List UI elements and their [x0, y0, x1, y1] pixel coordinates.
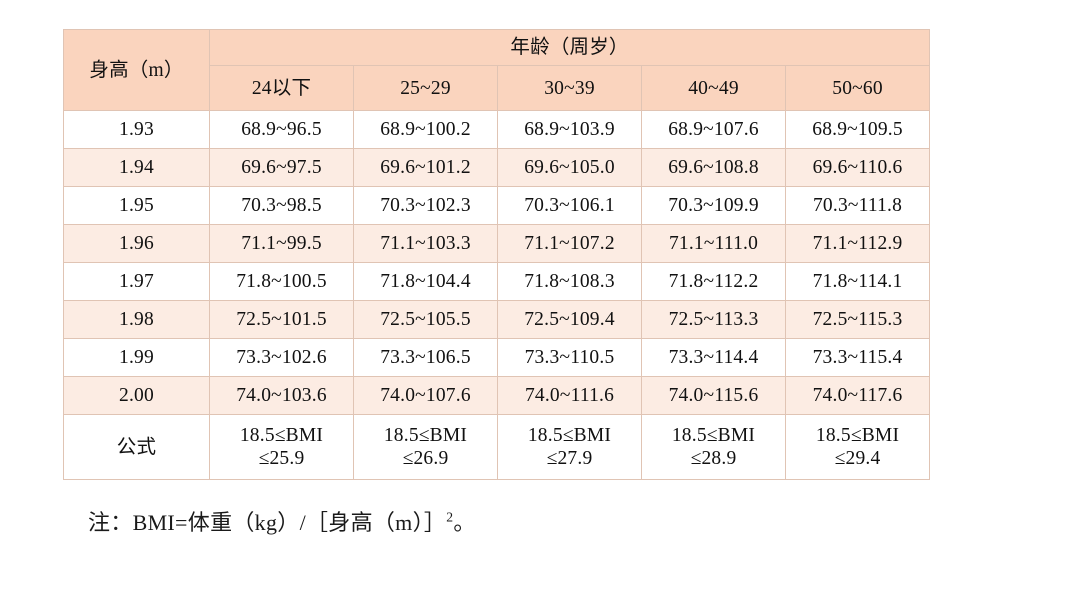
weight-range-cell: 71.1~99.5: [209, 224, 354, 263]
weight-range-cell: 69.6~101.2: [353, 148, 498, 187]
weight-range-cell: 71.1~112.9: [784, 224, 931, 263]
weight-range-cell: 71.8~104.4: [353, 262, 498, 301]
weight-range-cell: 73.3~106.5: [353, 338, 498, 377]
weight-range-cell: 68.9~109.5: [784, 110, 931, 149]
formula-cell: 18.5≤BMI ≤29.4: [784, 414, 931, 480]
weight-range-cell: 71.8~100.5: [209, 262, 354, 301]
weight-range-cell: 74.0~103.6: [209, 376, 354, 415]
row-height-value: 1.97: [63, 262, 210, 301]
row-height-value: 1.94: [63, 148, 210, 187]
weight-range-cell: 72.5~101.5: [209, 300, 354, 339]
table-row: 1.93 68.9~96.5 68.9~100.2 68.9~103.9 68.…: [63, 110, 931, 149]
row-height-value: 1.95: [63, 186, 210, 225]
weight-range-cell: 69.6~105.0: [497, 148, 642, 187]
weight-range-cell: 70.3~102.3: [353, 186, 498, 225]
weight-range-cell: 68.9~103.9: [497, 110, 642, 149]
weight-range-cell: 71.1~103.3: [353, 224, 498, 263]
formula-row: 公式 18.5≤BMI ≤25.9 18.5≤BMI ≤26.9 18.5≤BM…: [63, 414, 931, 480]
weight-range-cell: 69.6~97.5: [209, 148, 354, 187]
formula-line-2: ≤28.9: [690, 448, 737, 469]
weight-range-cell: 72.5~109.4: [497, 300, 642, 339]
table-row: 1.95 70.3~98.5 70.3~102.3 70.3~106.1 70.…: [63, 186, 931, 225]
table-row: 1.98 72.5~101.5 72.5~105.5 72.5~109.4 72…: [63, 300, 931, 339]
header-age-group-1: 25~29: [353, 65, 498, 111]
weight-range-cell: 74.0~115.6: [641, 376, 786, 415]
weight-range-cell: 72.5~113.3: [641, 300, 786, 339]
row-height-value: 1.96: [63, 224, 210, 263]
row-height-value: 1.98: [63, 300, 210, 339]
weight-range-cell: 68.9~100.2: [353, 110, 498, 149]
formula-line-1: 18.5≤BMI: [671, 425, 756, 446]
weight-range-cell: 71.1~107.2: [497, 224, 642, 263]
table-row: 1.99 73.3~102.6 73.3~106.5 73.3~110.5 73…: [63, 338, 931, 377]
table-row: 1.97 71.8~100.5 71.8~104.4 71.8~108.3 71…: [63, 262, 931, 301]
formula-row-label: 公式: [63, 414, 210, 480]
table-row: 1.96 71.1~99.5 71.1~103.3 71.1~107.2 71.…: [63, 224, 931, 263]
header-age-group-2: 30~39: [497, 65, 642, 111]
weight-range-cell: 73.3~115.4: [784, 338, 931, 377]
footnote-exponent: 2: [446, 509, 454, 525]
weight-range-cell: 71.8~112.2: [641, 262, 786, 301]
row-height-value: 1.99: [63, 338, 210, 377]
row-height-value: 1.93: [63, 110, 210, 149]
formula-cell: 18.5≤BMI ≤28.9: [641, 414, 786, 480]
footnote-period: 。: [453, 510, 476, 535]
header-age-group-3: 40~49: [641, 65, 786, 111]
table-header: 身高（m） 年龄（周岁） 24以下 25~29 30~39 40~49 50~6…: [63, 29, 931, 111]
header-row-agegroups: 24以下 25~29 30~39 40~49 50~60: [64, 65, 931, 111]
bmi-reference-table: 身高（m） 年龄（周岁） 24以下 25~29 30~39 40~49 50~6…: [63, 29, 931, 480]
formula-cell: 18.5≤BMI ≤25.9: [209, 414, 354, 480]
weight-range-cell: 73.3~114.4: [641, 338, 786, 377]
formula-cell: 18.5≤BMI ≤27.9: [497, 414, 642, 480]
table-row: 2.00 74.0~103.6 74.0~107.6 74.0~111.6 74…: [63, 376, 931, 415]
weight-range-cell: 72.5~115.3: [784, 300, 931, 339]
header-age-group-4: 50~60: [784, 65, 931, 111]
weight-range-cell: 73.3~102.6: [209, 338, 354, 377]
weight-range-cell: 70.3~98.5: [209, 186, 354, 225]
formula-line-1: 18.5≤BMI: [383, 425, 468, 446]
formula-line-2: ≤27.9: [546, 448, 593, 469]
weight-range-cell: 69.6~110.6: [784, 148, 931, 187]
weight-range-cell: 71.8~114.1: [784, 262, 931, 301]
weight-range-cell: 71.1~111.0: [641, 224, 786, 263]
formula-cell: 18.5≤BMI ≤26.9: [353, 414, 498, 480]
weight-range-cell: 71.8~108.3: [497, 262, 642, 301]
formula-line-2: ≤26.9: [402, 448, 449, 469]
header-height-label: 身高（m）: [63, 29, 210, 111]
formula-line-1: 18.5≤BMI: [239, 425, 324, 446]
weight-range-cell: 73.3~110.5: [497, 338, 642, 377]
weight-range-cell: 74.0~107.6: [353, 376, 498, 415]
formula-line-2: ≤29.4: [834, 448, 881, 469]
header-age-group-label: 年龄（周岁）: [208, 29, 931, 66]
weight-range-cell: 69.6~108.8: [641, 148, 786, 187]
weight-range-cell: 74.0~117.6: [784, 376, 931, 415]
weight-range-cell: 72.5~105.5: [353, 300, 498, 339]
formula-line-2: ≤25.9: [258, 448, 305, 469]
formula-line-1: 18.5≤BMI: [527, 425, 612, 446]
table-row: 1.94 69.6~97.5 69.6~101.2 69.6~105.0 69.…: [63, 148, 931, 187]
footnote: 注：BMI=体重（kg）/［身高（m）］2。: [88, 505, 476, 537]
header-row-group: 身高（m） 年龄（周岁）: [63, 29, 931, 111]
weight-range-cell: 74.0~111.6: [497, 376, 642, 415]
weight-range-cell: 68.9~107.6: [641, 110, 786, 149]
header-age-group-0: 24以下: [209, 65, 354, 111]
footnote-text: 注：BMI=体重（kg）/［身高（m）］: [88, 510, 447, 535]
weight-range-cell: 68.9~96.5: [209, 110, 354, 149]
table-body: 1.93 68.9~96.5 68.9~100.2 68.9~103.9 68.…: [63, 110, 931, 480]
formula-line-1: 18.5≤BMI: [815, 425, 900, 446]
row-height-value: 2.00: [63, 376, 210, 415]
weight-range-cell: 70.3~106.1: [497, 186, 642, 225]
weight-range-cell: 70.3~111.8: [784, 186, 931, 225]
weight-range-cell: 70.3~109.9: [641, 186, 786, 225]
